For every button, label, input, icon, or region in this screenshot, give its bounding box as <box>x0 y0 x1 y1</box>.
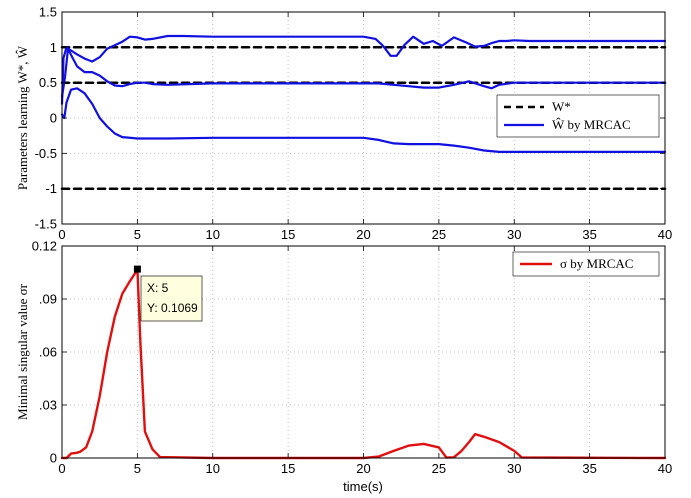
p1-ytick-label: 0.5 <box>39 75 57 90</box>
panel1-series <box>60 34 667 190</box>
panel1-legend: W* Ŵ by MRCAC <box>496 94 660 138</box>
p2-ytick-label: .06 <box>39 345 57 360</box>
p2-ytick-label: .03 <box>39 398 57 413</box>
p1-ytick-label: 0 <box>50 111 57 126</box>
p1-series-line-5 <box>60 87 667 153</box>
p1-xtick-label: 15 <box>281 227 295 242</box>
p2-xtick-label: 5 <box>134 461 141 476</box>
p1-ytick-label: 1.5 <box>39 5 57 20</box>
panel1-legend-box <box>496 94 660 138</box>
legend-label-what: Ŵ by MRCAC <box>552 117 631 132</box>
p2-xtick-label: 10 <box>206 461 220 476</box>
p1-xtick-label: 10 <box>206 227 220 242</box>
legend-label-sigma: σ by MRCAC <box>560 256 633 271</box>
p1-xtick-label: 0 <box>58 227 65 242</box>
p2-ytick-label: 0.12 <box>32 239 57 254</box>
p1-xtick-label: 5 <box>134 227 141 242</box>
legend-label-wstar: W* <box>552 99 571 114</box>
datatip-y-text: Y: 0.1069 <box>147 301 198 315</box>
panel2-xlabel: time(s) <box>343 479 383 494</box>
p1-series-line-3 <box>60 34 667 106</box>
p2-xtick-label: 35 <box>582 461 596 476</box>
datatip-marker[interactable] <box>133 265 141 273</box>
p2-ytick-label: .09 <box>39 292 57 307</box>
p1-xtick-label: 20 <box>356 227 370 242</box>
panel2-ylabel: Minimal singular value σr <box>15 283 30 420</box>
p2-xtick-label: 30 <box>507 461 521 476</box>
datatip-box <box>140 275 203 322</box>
p1-xtick-label: 40 <box>658 227 672 242</box>
p2-xtick-label: 25 <box>432 461 446 476</box>
p2-xtick-label: 15 <box>281 461 295 476</box>
panel2-ticks: 0 5 10 15 20 25 30 35 40 0.12 .09 .06 .03 0 <box>32 239 673 477</box>
p1-ytick-label: -0.5 <box>35 146 57 161</box>
p1-ytick-label: -1 <box>45 181 57 196</box>
p1-xtick-label: 25 <box>432 227 446 242</box>
parameters-panel: 0 5 10 15 20 25 30 35 40 1.5 1 0.5 0 -0.5 -1 -1.5 Param… <box>15 5 672 243</box>
sigma-panel: 0 5 10 15 20 25 30 35 40 0.12 .09 .06 .03 0 Minimal s… <box>15 239 672 495</box>
p2-ytick-label: 0 <box>50 451 57 466</box>
panel1-ylabel: Parameters learning W*, Ŵ <box>15 45 30 190</box>
p1-xtick-label: 35 <box>582 227 596 242</box>
datatip[interactable]: X: 5 Y: 0.1069 <box>133 265 203 322</box>
p1-ytick-label: -1.5 <box>35 217 57 232</box>
panel1-ticks: 0 5 10 15 20 25 30 35 40 1.5 1 0.5 0 -0.5 -1 -1.5 <box>35 5 673 243</box>
panel2-legend: σ by MRCAC <box>512 251 660 277</box>
p1-xtick-label: 30 <box>507 227 521 242</box>
p2-xtick-label: 0 <box>58 461 65 476</box>
panel2-series <box>60 267 667 460</box>
p2-series-line-0 <box>60 267 667 460</box>
p2-xtick-label: 20 <box>356 461 370 476</box>
p1-ytick-label: 1 <box>50 40 57 55</box>
p2-xtick-label: 40 <box>658 461 672 476</box>
datatip-x-text: X: 5 <box>147 281 169 295</box>
p1-series-line-4 <box>60 47 667 98</box>
